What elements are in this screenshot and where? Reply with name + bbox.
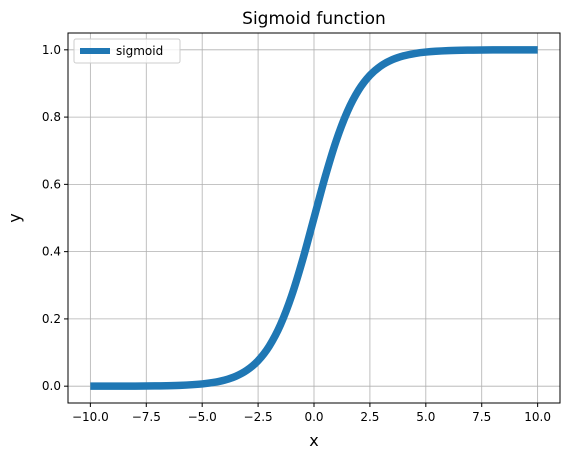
series-line-sigmoid xyxy=(90,46,538,390)
x-tick-label: −10.0 xyxy=(72,410,109,424)
x-tick-label: 10.0 xyxy=(524,410,551,424)
series-layer xyxy=(90,46,538,390)
y-tick-label: 0.4 xyxy=(42,245,61,259)
x-tick-label: −2.5 xyxy=(244,410,273,424)
x-axis-ticks: −10.0 −7.5 −5.0 −2.5 0.0 2.5 5.0 7.5 10.0 xyxy=(72,403,551,424)
y-axis-label: y xyxy=(5,213,24,222)
y-tick-label: 1.0 xyxy=(42,43,61,57)
y-tick-label: 0.0 xyxy=(42,379,61,393)
x-tick-label: 5.0 xyxy=(416,410,435,424)
x-tick-label: 0.0 xyxy=(304,410,323,424)
legend-label-sigmoid: sigmoid xyxy=(116,44,163,58)
y-tick-label: 0.8 xyxy=(42,110,61,124)
x-axis-label: x xyxy=(309,431,318,450)
y-axis-ticks: 0.0 0.2 0.4 0.6 0.8 1.0 xyxy=(42,43,68,393)
legend: sigmoid xyxy=(73,38,181,64)
legend-box xyxy=(73,38,181,64)
x-tick-label: −7.5 xyxy=(132,410,161,424)
y-tick-label: 0.2 xyxy=(42,312,61,326)
x-tick-label: 2.5 xyxy=(360,410,379,424)
x-tick-label: −5.0 xyxy=(188,410,217,424)
y-tick-label: 0.6 xyxy=(42,177,61,191)
x-tick-label: 7.5 xyxy=(472,410,491,424)
chart-title: Sigmoid function xyxy=(242,9,386,29)
